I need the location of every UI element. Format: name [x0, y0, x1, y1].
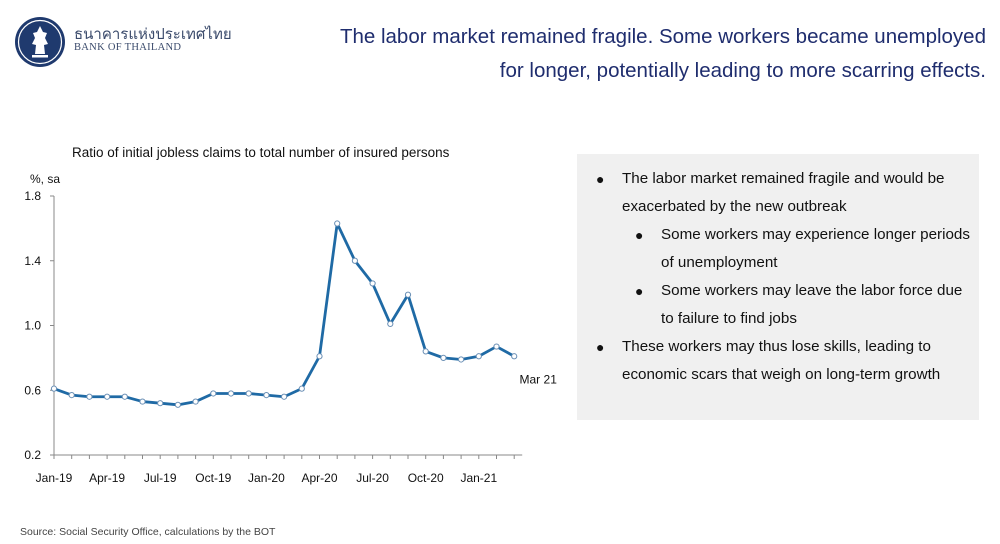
data-point: [334, 220, 341, 227]
bullet-text: The labor market remained fragile and wo…: [622, 170, 945, 215]
x-tick-label: Jan-21: [460, 471, 497, 485]
data-point: [493, 343, 500, 350]
data-point: [139, 398, 146, 405]
data-point: [440, 354, 447, 361]
sub-bullet-point: ● Some workers may experience longer per…: [635, 221, 971, 277]
data-point: [298, 385, 305, 392]
headline-line-2: for longer, potentially leading to more …: [499, 59, 986, 82]
y-tick-label: 0.6: [24, 383, 41, 397]
headline: The labor market remained fragile. Some …: [340, 20, 986, 88]
x-tick-label: Oct-19: [195, 471, 231, 485]
sub-bullet-point: ● Some workers may leave the labor force…: [635, 277, 971, 333]
bullet-dot-icon: ●: [596, 171, 605, 187]
source-note: Source: Social Security Office, calculat…: [20, 526, 276, 538]
sub-bullet-text: Some workers may leave the labor force d…: [661, 282, 963, 327]
data-point: [210, 390, 217, 397]
series-line: [53, 222, 515, 407]
data-point: [422, 348, 429, 355]
x-tick-label: Jul-20: [356, 471, 389, 485]
data-point: [458, 356, 465, 363]
headline-line-1: The labor market remained fragile. Some …: [339, 25, 986, 48]
bullet-text: These workers may thus lose skills, lead…: [622, 338, 941, 383]
data-point: [369, 280, 376, 287]
data-point: [387, 320, 394, 327]
data-point: [174, 401, 181, 408]
bullet-dot-icon: ●: [596, 339, 605, 355]
line-chart: 0.2 0.6 1.0 1.4 1.8 Jan-19 Apr-19 Jul-19 Oct-19 J…: [24, 189, 558, 485]
data-point: [157, 400, 164, 407]
y-axis-unit-label: %, sa: [30, 172, 61, 186]
x-tick-label: Jul-19: [144, 471, 177, 485]
x-tick-label: Jan-19: [36, 471, 73, 485]
data-point: [351, 257, 358, 264]
last-point-annotation: Mar 21: [520, 372, 558, 386]
data-point: [227, 390, 235, 397]
data-point: [245, 390, 252, 397]
chart-title: Ratio of initial jobless claims to total…: [72, 145, 450, 160]
data-point: [281, 393, 288, 400]
bullet-dot-icon: ●: [635, 227, 644, 243]
sub-bullet-text: Some workers may experience longer perio…: [661, 226, 970, 271]
y-tick-label: 0.2: [24, 448, 41, 462]
data-point: [263, 392, 270, 399]
y-tick-label: 1.0: [24, 319, 41, 333]
data-point: [511, 353, 518, 360]
data-point: [192, 398, 199, 405]
data-point: [475, 353, 482, 360]
bullet-point: ● The labor market remained fragile and …: [596, 165, 967, 221]
x-tick-label: Apr-20: [301, 471, 337, 485]
bullet-point: ● These workers may thus lose skills, le…: [596, 333, 967, 389]
brand-thai-name: ธนาคารแห่งประเทศไทย: [74, 25, 232, 43]
brand-english-name: BANK OF THAILAND: [74, 42, 182, 53]
y-tick-label: 1.4: [24, 254, 41, 268]
x-tick-label: Apr-19: [89, 471, 125, 485]
key-points-panel: ● The labor market remained fragile and …: [577, 154, 979, 420]
data-point: [121, 393, 128, 400]
data-point: [50, 385, 58, 392]
data-point: [316, 353, 323, 360]
data-point: [86, 393, 93, 400]
x-tick-label: Jan-20: [248, 471, 285, 485]
data-point: [404, 291, 412, 298]
y-tick-label: 1.8: [24, 189, 41, 203]
data-point: [68, 392, 75, 399]
bullet-dot-icon: ●: [635, 283, 644, 299]
bank-of-thailand-emblem-icon: [15, 17, 65, 67]
x-tick-label: Oct-20: [408, 471, 444, 485]
data-point: [104, 393, 111, 400]
